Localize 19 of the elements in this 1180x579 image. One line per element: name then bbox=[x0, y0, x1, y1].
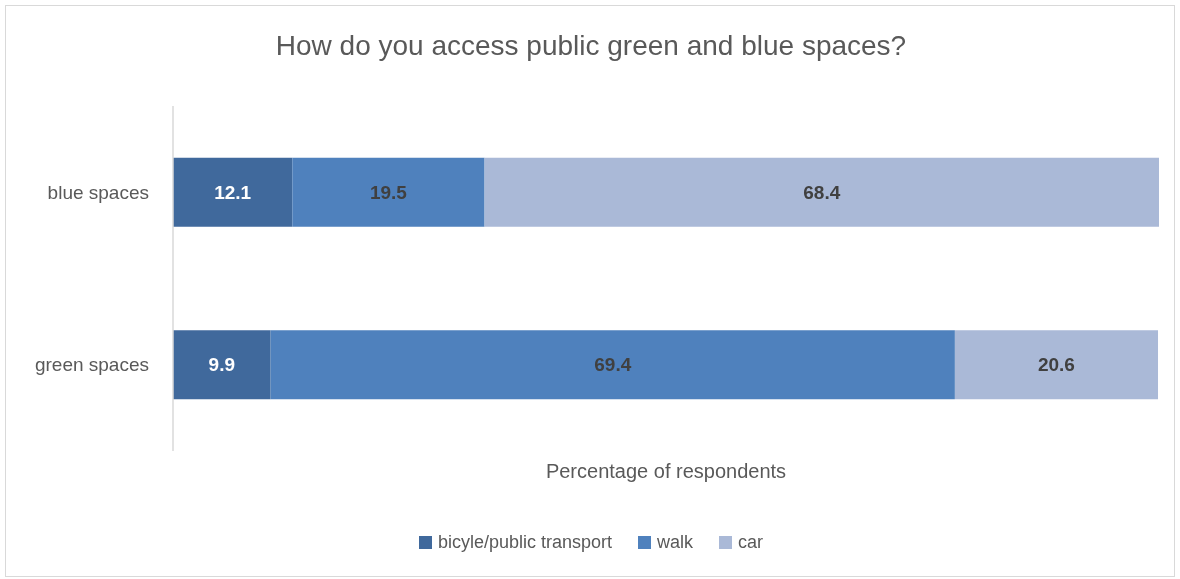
x-axis-title: Percentage of respondents bbox=[544, 460, 788, 483]
bar bbox=[292, 157, 485, 227]
data-label: 19.5 bbox=[369, 181, 408, 203]
legend-label: bicyle/public transport bbox=[437, 532, 613, 553]
bar bbox=[270, 330, 955, 400]
data-label: 20.6 bbox=[1037, 354, 1075, 376]
data-label: 68.4 bbox=[803, 181, 841, 203]
y-tick-label: blue spaces bbox=[47, 181, 149, 203]
y-tick-label: green spaces bbox=[34, 354, 149, 376]
legend-label: walk bbox=[657, 532, 694, 553]
bar bbox=[173, 330, 271, 400]
data-label: 69.4 bbox=[594, 354, 632, 376]
legend-label: car bbox=[738, 532, 764, 553]
bar bbox=[954, 330, 1159, 400]
bar bbox=[484, 157, 1159, 227]
data-label: 9.9 bbox=[208, 354, 236, 376]
chart-title: How do you access public green and blue spaces? bbox=[274, 29, 908, 63]
bar bbox=[173, 157, 293, 227]
data-label: 12.1 bbox=[214, 181, 252, 203]
